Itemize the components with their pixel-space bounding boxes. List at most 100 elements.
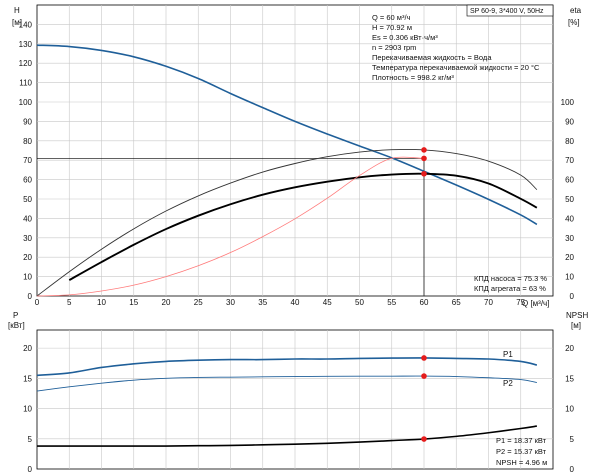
npsh-tick-label: 0 — [570, 465, 575, 474]
y-right-tick-label: 60 — [565, 176, 574, 185]
p-tick-label: 10 — [23, 405, 32, 414]
x-tick-label: 5 — [67, 298, 72, 307]
y-right-tick-label: 20 — [565, 253, 574, 262]
lower-grid — [37, 330, 553, 469]
p1-curve-label: P1 — [503, 350, 513, 359]
y-axis-title-right: eta — [570, 6, 582, 15]
efficiency-info: КПД насоса = 75.3 % КПД агрегата = 63 % — [474, 274, 547, 293]
x-tick-label: 50 — [355, 298, 364, 307]
x-tick-label: 30 — [226, 298, 235, 307]
head-curve — [36, 44, 538, 226]
p-tick-label: 20 — [23, 344, 32, 353]
lower-curves — [36, 355, 538, 447]
p-tick-label: 15 — [23, 374, 32, 383]
y-left-tick-label: 80 — [23, 137, 32, 146]
x-tick-label: 75 — [516, 298, 525, 307]
npsh-curve — [37, 425, 537, 447]
system-curve — [36, 156, 425, 297]
p1-duty-marker — [421, 355, 427, 361]
npsh-axis-unit: [м] — [571, 321, 581, 330]
npsh-tick-label: 5 — [570, 435, 575, 444]
p2-curve — [36, 375, 537, 392]
y-left-tick-label: 90 — [23, 117, 32, 126]
lower-tick-labels: 0 5 10 15 20 0 5 10 15 20 — [23, 344, 574, 474]
eff-line: КПД насоса = 75.3 % — [474, 274, 547, 283]
y-right-tick-label: 30 — [565, 234, 574, 243]
x-tick-label: 60 — [420, 298, 429, 307]
x-tick-label: 70 — [484, 298, 493, 307]
info-line: Плотность = 998.2 кг/м³ — [372, 73, 454, 82]
p1-curve — [36, 357, 538, 377]
y-right-tick-label: 50 — [565, 195, 574, 204]
y-left-tick-label: 30 — [23, 234, 32, 243]
y-left-tick-label: 60 — [23, 176, 32, 185]
npsh-axis-title: NPSH — [566, 311, 588, 320]
p2-duty-marker — [421, 373, 427, 379]
p-axis-title: P — [13, 311, 18, 320]
info-line: n = 2903 rpm — [372, 43, 416, 52]
x-tick-label: 35 — [258, 298, 267, 307]
info-line: Температура перекачиваемой жидкости = 20… — [372, 63, 540, 72]
y-right-tick-label: 80 — [565, 137, 574, 146]
y-left-tick-label: 0 — [28, 292, 33, 301]
x-tick-label: 55 — [387, 298, 396, 307]
y-left-tick-label: 130 — [19, 40, 33, 49]
power-line: P2 = 15.37 кВт — [496, 447, 547, 456]
y-left-tick-label: 140 — [19, 20, 33, 29]
x-tick-label: 0 — [35, 298, 40, 307]
y-right-tick-label: 40 — [565, 214, 574, 223]
total-efficiency-curve — [68, 172, 538, 281]
p2-curve-label: P2 — [503, 379, 513, 388]
power-line: P1 = 18.37 кВт — [496, 436, 547, 445]
x-tick-label: 40 — [291, 298, 300, 307]
x-tick-label: 20 — [162, 298, 171, 307]
y-axis-unit-right: [%] — [568, 18, 580, 27]
upper-curves — [36, 44, 538, 297]
y-axis-unit-left: [м] — [12, 18, 22, 27]
eta-pump-marker — [421, 147, 427, 153]
y-right-tick-label: 70 — [565, 156, 574, 165]
duty-point-marker — [421, 155, 427, 162]
duty-point-info: Q = 60 м³/ч H = 70.92 м Es = 0.306 кВт·ч… — [372, 13, 540, 82]
title-box — [466, 4, 554, 17]
p-tick-label: 5 — [28, 435, 33, 444]
y-left-tick-label: 20 — [23, 253, 32, 262]
upper-grid — [37, 5, 553, 296]
y-left-tick-label: 10 — [23, 273, 32, 282]
y-left-tick-label: 70 — [23, 156, 32, 165]
x-tick-label: 10 — [97, 298, 106, 307]
y-right-tick-label: 10 — [565, 273, 574, 282]
y-left-tick-label: 100 — [19, 98, 33, 107]
y-right-tick-label: 100 — [561, 98, 575, 107]
p-tick-label: 0 — [28, 465, 33, 474]
y-left-tick-label: 120 — [19, 59, 33, 68]
x-tick-label: 15 — [129, 298, 138, 307]
npsh-tick-label: 20 — [565, 344, 574, 353]
x-tick-label: 65 — [452, 298, 461, 307]
info-line: Q = 60 м³/ч — [372, 13, 411, 22]
y-right-tick-label: 0 — [570, 292, 575, 301]
chart-title: SP 60-9, 3*400 V, 50Hz — [470, 8, 544, 15]
p-axis-unit: [кВт] — [8, 321, 25, 330]
x-tick-label: 25 — [194, 298, 203, 307]
power-line: NPSH = 4.96 м — [496, 458, 547, 467]
y-left-tick-label: 110 — [19, 79, 32, 88]
npsh-duty-marker — [421, 436, 427, 442]
x-tick-label: 45 — [323, 298, 332, 307]
info-line: H = 70.92 м — [372, 23, 412, 32]
info-line: Es = 0.306 кВт·ч/м³ — [372, 33, 438, 42]
eta-total-marker — [421, 170, 427, 177]
x-axis-title: Q [м³/ч] — [522, 299, 549, 308]
power-info: P1 = 18.37 кВт P2 = 15.37 кВт NPSH = 4.9… — [496, 436, 547, 467]
npsh-tick-label: 15 — [565, 374, 574, 383]
eff-line: КПД агрегата = 63 % — [474, 284, 546, 293]
pump-efficiency-curve — [36, 148, 538, 297]
npsh-tick-label: 10 — [565, 405, 574, 414]
info-line: Перекачиваемая жидкость = Вода — [372, 53, 492, 62]
y-left-tick-label: 40 — [23, 214, 32, 223]
y-left-tick-label: 50 — [23, 195, 32, 204]
upper-tick-labels: 0 5 10 15 20 25 30 35 40 45 50 55 60 65 70 75 0 10 20 30 40 5… — [19, 20, 575, 307]
y-right-tick-label: 90 — [565, 117, 574, 126]
y-axis-title-left: H — [14, 6, 20, 15]
